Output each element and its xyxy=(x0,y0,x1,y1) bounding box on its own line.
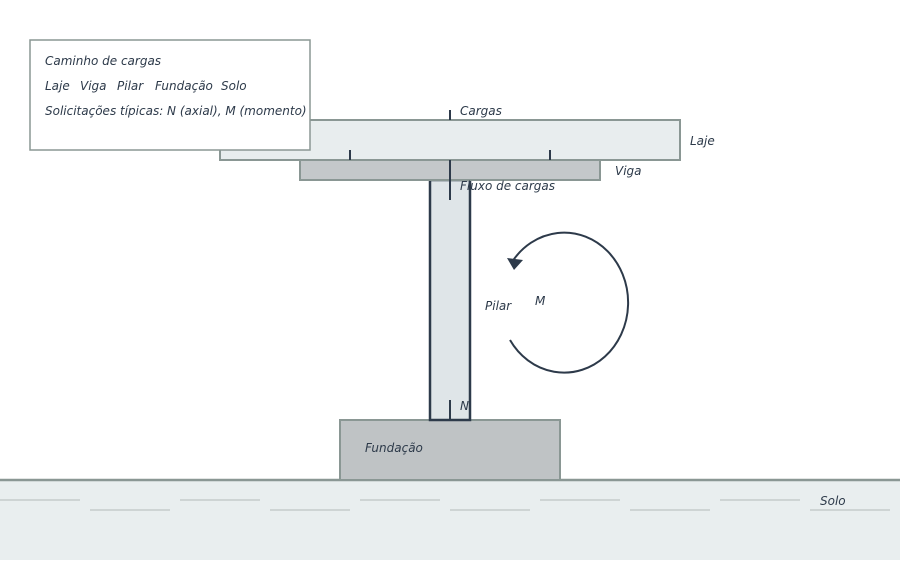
column-label: Pilar xyxy=(485,299,512,313)
legend-item-viga: Viga xyxy=(80,79,107,93)
legend-note: Solicitações típicas: N (axial), M (mome… xyxy=(45,104,307,118)
foundation-label: Fundação xyxy=(365,441,423,455)
moment-label: M xyxy=(535,294,546,308)
legend-title: Caminho de cargas xyxy=(45,54,161,68)
soil-label: Solo xyxy=(820,494,846,508)
column-body xyxy=(428,178,472,422)
beam: Viga xyxy=(299,159,642,181)
axial-label: N xyxy=(460,399,469,413)
legend-item-fundacao: Fundação xyxy=(155,79,213,93)
load-flow-label: Fluxo de cargas xyxy=(460,179,555,193)
legend-item-pilar: Pilar xyxy=(117,79,144,93)
moment-arrowhead-icon xyxy=(507,258,523,270)
load-markers xyxy=(349,110,551,200)
beam-label: Viga xyxy=(615,164,642,178)
legend-item-solo: Solo xyxy=(221,79,247,93)
slab-label: Laje xyxy=(690,134,715,148)
legend-box xyxy=(29,39,311,151)
loads-label: Cargas xyxy=(460,104,502,118)
column: N Pilar xyxy=(428,178,512,422)
moment-arc xyxy=(509,231,630,374)
legend: Caminho de cargas Laje Viga Pilar Fundaç… xyxy=(29,39,311,151)
legend-item-laje: Laje xyxy=(45,79,70,93)
foundation: Fundação xyxy=(339,419,561,481)
foundation-block xyxy=(339,419,561,481)
soil-hatching xyxy=(0,499,890,511)
soil-area xyxy=(0,480,900,560)
moment-indicator: M xyxy=(507,231,630,374)
soil: Solo xyxy=(0,478,900,560)
